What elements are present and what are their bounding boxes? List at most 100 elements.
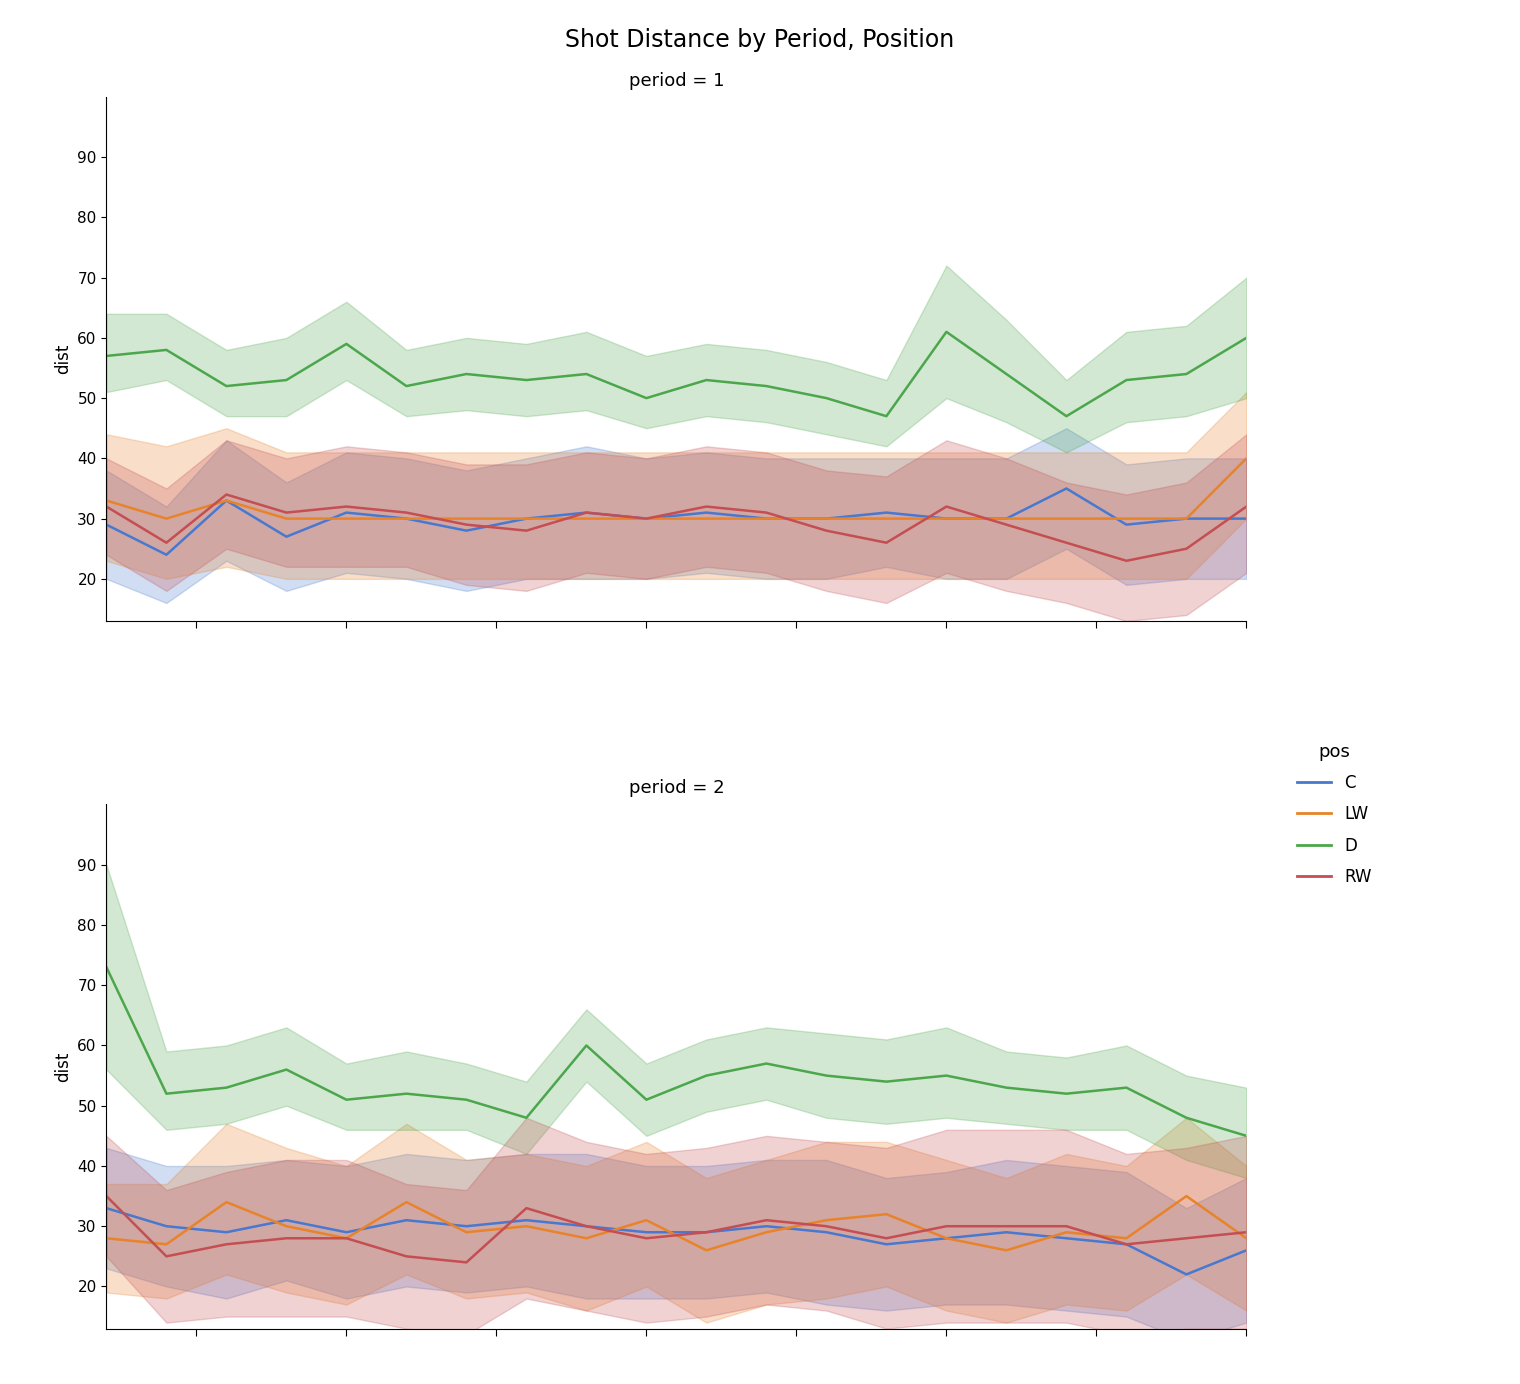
D [1178,365,1196,382]
LW [997,1241,1015,1258]
D [757,1055,775,1071]
RW [818,522,836,538]
LW [938,511,956,527]
C [877,504,895,520]
C [458,522,476,538]
Legend: C, LW, D, RW: C, LW, D, RW [1289,734,1380,894]
Line: RW: RW [106,494,1246,561]
LW [217,493,236,509]
D [458,1092,476,1109]
Line: LW: LW [106,458,1246,519]
Line: D: D [106,332,1246,417]
C [637,1223,655,1240]
RW [637,511,655,527]
C [698,1223,716,1240]
RW [1117,1236,1135,1253]
D [277,372,295,389]
D [1178,1110,1196,1127]
RW [1058,534,1076,551]
RW [578,1218,596,1235]
D [578,365,596,382]
LW [757,1223,775,1240]
LW [698,511,716,527]
C [757,511,775,527]
C [277,1212,295,1229]
LW [157,1236,175,1253]
Line: LW: LW [106,1196,1246,1250]
D [1237,1128,1256,1145]
RW [1237,1223,1256,1240]
LW [698,1241,716,1258]
LW [517,511,535,527]
LW [1178,511,1196,527]
RW [458,516,476,533]
C [938,511,956,527]
LW [1058,511,1076,527]
D [698,1067,716,1084]
RW [997,1218,1015,1235]
C [157,547,175,563]
D [337,335,356,352]
RW [458,1254,476,1271]
C [1178,1266,1196,1283]
RW [818,1218,836,1235]
RW [698,1223,716,1240]
Text: Shot Distance by Period, Position: Shot Distance by Period, Position [565,28,955,51]
C [517,1212,535,1229]
RW [217,486,236,502]
LW [97,493,116,509]
LW [637,1212,655,1229]
RW [637,1230,655,1247]
LW [157,511,175,527]
D [877,408,895,425]
LW [397,511,415,527]
D [997,1080,1015,1096]
D [1058,408,1076,425]
RW [277,504,295,520]
D [397,1085,415,1102]
RW [517,522,535,538]
LW [277,1218,295,1235]
RW [938,1218,956,1235]
C [818,1223,836,1240]
LW [578,511,596,527]
D [97,347,116,364]
D [217,1080,236,1096]
D [277,1062,295,1078]
C [938,1230,956,1247]
C [757,1218,775,1235]
D [637,390,655,407]
LW [757,511,775,527]
LW [397,1194,415,1211]
RW [1117,552,1135,569]
C [578,504,596,520]
RW [397,1248,415,1265]
RW [337,498,356,515]
Line: C: C [106,1208,1246,1275]
D [397,378,415,394]
D [1058,1085,1076,1102]
D [698,372,716,389]
C [397,511,415,527]
RW [217,1236,236,1253]
C [277,529,295,545]
LW [517,1218,535,1235]
D [1117,1080,1135,1096]
LW [1237,1230,1256,1247]
C [1237,511,1256,527]
RW [757,1212,775,1229]
C [997,511,1015,527]
C [517,511,535,527]
LW [1237,450,1256,466]
C [698,504,716,520]
D [97,959,116,976]
D [818,1067,836,1084]
RW [698,498,716,515]
D [877,1074,895,1091]
D [578,1037,596,1053]
D [938,324,956,340]
C [157,1218,175,1235]
LW [337,511,356,527]
RW [877,534,895,551]
RW [517,1200,535,1217]
